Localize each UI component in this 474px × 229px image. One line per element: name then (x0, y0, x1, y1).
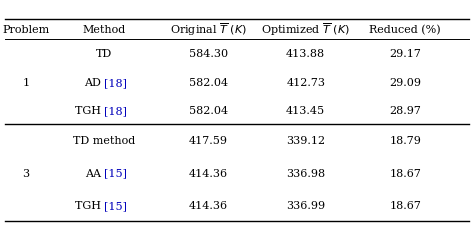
Text: [18]: [18] (104, 77, 128, 87)
Text: 412.73: 412.73 (286, 77, 325, 87)
Text: [15]: [15] (104, 168, 128, 178)
Text: 29.09: 29.09 (389, 77, 421, 87)
Text: 1: 1 (22, 77, 30, 87)
Text: 413.45: 413.45 (286, 106, 325, 116)
Text: 18.79: 18.79 (389, 136, 421, 146)
Text: Method: Method (82, 25, 126, 35)
Text: TGH: TGH (75, 106, 104, 116)
Text: AA: AA (85, 168, 104, 178)
Text: 18.67: 18.67 (389, 168, 421, 178)
Text: 339.12: 339.12 (286, 136, 325, 146)
Text: Optimized $\overline{T}$ $(K)$: Optimized $\overline{T}$ $(K)$ (261, 22, 350, 38)
Text: [18]: [18] (104, 106, 128, 116)
Text: 29.17: 29.17 (389, 49, 421, 59)
Text: TD method: TD method (73, 136, 136, 146)
Text: 417.59: 417.59 (189, 136, 228, 146)
Text: 336.98: 336.98 (286, 168, 325, 178)
Text: Problem: Problem (2, 25, 50, 35)
Text: Reduced (%): Reduced (%) (369, 25, 441, 35)
Text: 582.04: 582.04 (189, 77, 228, 87)
Text: 582.04: 582.04 (189, 106, 228, 116)
Text: 28.97: 28.97 (389, 106, 421, 116)
Text: 584.30: 584.30 (189, 49, 228, 59)
Text: Original $\overline{T}$ $(K)$: Original $\overline{T}$ $(K)$ (170, 22, 247, 38)
Text: TD: TD (96, 49, 112, 59)
Text: 414.36: 414.36 (189, 168, 228, 178)
Text: 3: 3 (22, 168, 30, 178)
Text: 414.36: 414.36 (189, 200, 228, 210)
Text: TGH: TGH (75, 200, 104, 210)
Text: [15]: [15] (104, 200, 128, 210)
Text: AD: AD (84, 77, 104, 87)
Text: 336.99: 336.99 (286, 200, 325, 210)
Text: 413.88: 413.88 (286, 49, 325, 59)
Text: 18.67: 18.67 (389, 200, 421, 210)
